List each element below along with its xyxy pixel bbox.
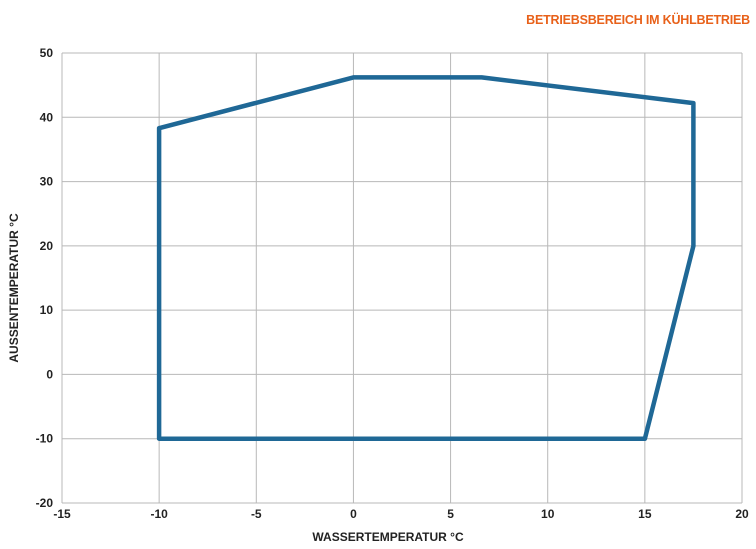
y-tick-label: 0 (46, 367, 53, 381)
chart-title: BETRIEBSBEREICH IM KÜHLBETRIEB (526, 13, 750, 27)
x-tick-label: -5 (251, 507, 262, 521)
horizontal-gridlines (62, 52, 742, 504)
x-tick-label: 20 (735, 507, 749, 521)
x-axis-label: WASSERTEMPERATUR °C (312, 530, 464, 544)
x-tick-labels: -15 -10 -5 0 5 10 15 20 (53, 507, 749, 521)
x-tick-label: -15 (53, 507, 71, 521)
plot-series (156, 75, 696, 441)
vertical-gridlines (61, 53, 743, 503)
x-tick-label: -10 (150, 507, 168, 521)
y-tick-labels: -20 -10 0 10 20 30 40 50 (36, 46, 54, 510)
x-tick-label: 10 (541, 507, 555, 521)
x-tick-label: 5 (447, 507, 454, 521)
y-tick-label: -20 (36, 496, 54, 510)
y-axis-label: AUSSENTEMPERATUR °C (7, 213, 21, 363)
x-tick-label: 0 (350, 507, 357, 521)
y-tick-label: 10 (40, 303, 54, 317)
y-tick-label: -10 (36, 432, 54, 446)
operating-range-boundary (156, 75, 696, 441)
y-tick-label: 50 (40, 46, 54, 60)
y-tick-label: 40 (40, 110, 54, 124)
y-tick-label: 20 (40, 239, 54, 253)
x-tick-label: 15 (638, 507, 652, 521)
y-tick-label: 30 (40, 175, 54, 189)
